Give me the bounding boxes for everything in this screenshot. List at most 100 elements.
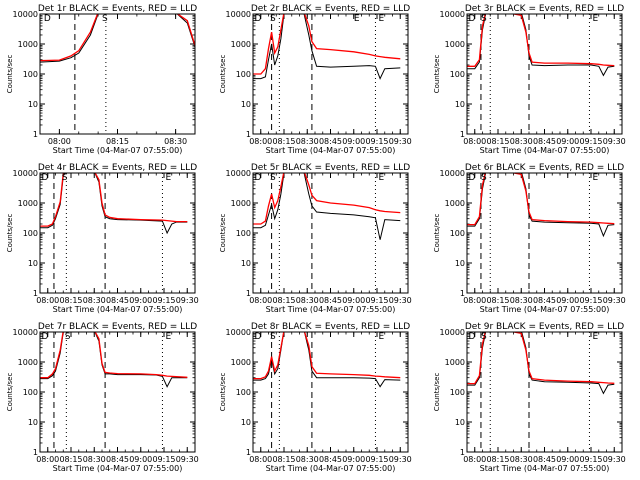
x-tick-label: 08:00 — [249, 296, 272, 305]
y-tick-label: 1 — [33, 130, 38, 139]
plot-frame — [39, 331, 196, 453]
y-axis-label: Counts/sec — [433, 55, 441, 94]
x-tick-label: 09:15 — [152, 455, 175, 464]
panel-det-1: Det 1r BLACK = Events, RED = LLD Counts/s… — [6, 4, 360, 155]
x-tick-label: 09:00 — [556, 455, 579, 464]
x-tick-label: 08:30 — [296, 137, 319, 146]
x-axis-label: Start Time (04-Mar-07 07:55:00) — [266, 464, 396, 473]
y-tick-label: 100 — [236, 229, 251, 238]
y-tick-label: 10000 — [440, 10, 465, 19]
y-tick-label: 1000 — [231, 358, 251, 367]
marker-annotation: S — [481, 332, 487, 342]
x-tick-label: 08:30 — [296, 455, 319, 464]
x-axis-label: Start Time (04-Mar-07 07:55:00) — [53, 146, 183, 155]
series-line-lld — [40, 14, 195, 62]
y-tick-label: 1 — [460, 289, 465, 298]
marker-annotation: E — [379, 14, 385, 24]
plot-area — [40, 332, 188, 452]
plot-frame — [39, 172, 196, 294]
x-tick-label: 08:00 — [463, 455, 486, 464]
plot-frame — [466, 331, 623, 453]
chart-title: Det 4r BLACK = Events, RED = LLD — [38, 163, 197, 173]
panel-det-7: Det 7r BLACK = Events, RED = LLD Counts/s… — [6, 322, 199, 473]
x-tick-label: 09:00 — [556, 137, 579, 146]
x-tick-label: 08:45 — [106, 455, 129, 464]
panel-det-8: Det 8r BLACK = Events, RED = LLD Counts/s… — [219, 322, 412, 473]
y-tick-label: 10000 — [226, 328, 251, 337]
plot-frame — [252, 13, 409, 135]
y-tick-label: 10 — [241, 100, 251, 109]
y-tick-label: 1 — [246, 130, 251, 139]
marker-annotation: D — [255, 332, 262, 342]
x-tick-label: 08:15 — [59, 455, 82, 464]
x-tick-label: 08:15 — [486, 137, 509, 146]
y-tick-label: 1 — [33, 289, 38, 298]
x-tick-label: 08:15 — [486, 296, 509, 305]
x-tick-label: 09:00 — [129, 296, 152, 305]
x-tick-label: 08:30 — [296, 296, 319, 305]
y-tick-label: 1000 — [18, 358, 38, 367]
x-tick-label: 09:30 — [603, 455, 626, 464]
marker-annotation: S — [481, 14, 487, 24]
series-line-lld — [40, 332, 188, 379]
x-axis-label: Start Time (04-Mar-07 07:55:00) — [480, 305, 610, 314]
x-tick-label: 08:30 — [164, 137, 187, 146]
x-tick-label: 09:15 — [365, 296, 388, 305]
x-axis-label: Start Time (04-Mar-07 07:55:00) — [480, 464, 610, 473]
marker-annotation: D — [42, 332, 49, 342]
y-tick-label: 10000 — [13, 328, 38, 337]
x-tick-label: 09:15 — [579, 455, 602, 464]
x-axis-label: Start Time (04-Mar-07 07:55:00) — [266, 305, 396, 314]
x-tick-label: 08:30 — [510, 296, 533, 305]
panel-det-6: Det 6r BLACK = Events, RED = LLD Counts/s… — [433, 163, 626, 314]
series-line-lld — [467, 173, 615, 226]
x-tick-label: 08:15 — [106, 137, 129, 146]
y-tick-label: 100 — [236, 70, 251, 79]
x-tick-label: 08:00 — [249, 137, 272, 146]
plot-area — [467, 14, 615, 134]
marker-annotation: E — [166, 332, 172, 342]
x-tick-label: 08:00 — [463, 137, 486, 146]
x-tick-label: 09:30 — [176, 455, 199, 464]
y-tick-label: 1000 — [231, 199, 251, 208]
plot-area — [40, 173, 188, 293]
y-tick-label: 10 — [28, 100, 38, 109]
x-tick-label: 09:30 — [389, 296, 412, 305]
series-line-lld — [253, 332, 401, 380]
x-axis-label: Start Time (04-Mar-07 07:55:00) — [53, 305, 183, 314]
x-tick-label: 09:15 — [365, 455, 388, 464]
y-axis-label: Counts/sec — [6, 214, 14, 253]
x-tick-label: 08:15 — [486, 455, 509, 464]
series-line-lld — [40, 173, 188, 227]
chart-title: Det 3r BLACK = Events, RED = LLD — [465, 4, 624, 14]
plot-frame — [39, 13, 196, 135]
x-tick-label: 09:00 — [129, 455, 152, 464]
y-axis-label: Counts/sec — [433, 214, 441, 253]
x-tick-label: 08:30 — [510, 137, 533, 146]
plot-area — [467, 332, 615, 452]
y-tick-label: 1 — [246, 289, 251, 298]
y-axis-label: Counts/sec — [433, 373, 441, 412]
x-tick-label: 08:45 — [106, 296, 129, 305]
y-tick-label: 1 — [246, 448, 251, 457]
y-tick-label: 1000 — [231, 40, 251, 49]
y-tick-label: 1 — [33, 448, 38, 457]
y-tick-label: 100 — [23, 388, 38, 397]
y-tick-label: 10 — [28, 418, 38, 427]
marker-annotation: E — [379, 173, 385, 183]
chart-title: Det 6r BLACK = Events, RED = LLD — [465, 163, 624, 173]
plot-area — [40, 14, 195, 134]
x-tick-label: 08:30 — [83, 296, 106, 305]
y-tick-label: 1000 — [18, 40, 38, 49]
y-axis-label: Counts/sec — [219, 55, 227, 94]
chart-title: Det 5r BLACK = Events, RED = LLD — [251, 163, 410, 173]
marker-annotation: E — [354, 14, 360, 24]
y-tick-label: 10 — [28, 259, 38, 268]
marker-annotation: D — [469, 332, 476, 342]
plot-frame — [466, 172, 623, 294]
chart-title: Det 7r BLACK = Events, RED = LLD — [38, 322, 197, 332]
y-tick-label: 10000 — [226, 169, 251, 178]
marker-annotation: S — [481, 173, 487, 183]
y-tick-label: 1000 — [445, 40, 465, 49]
